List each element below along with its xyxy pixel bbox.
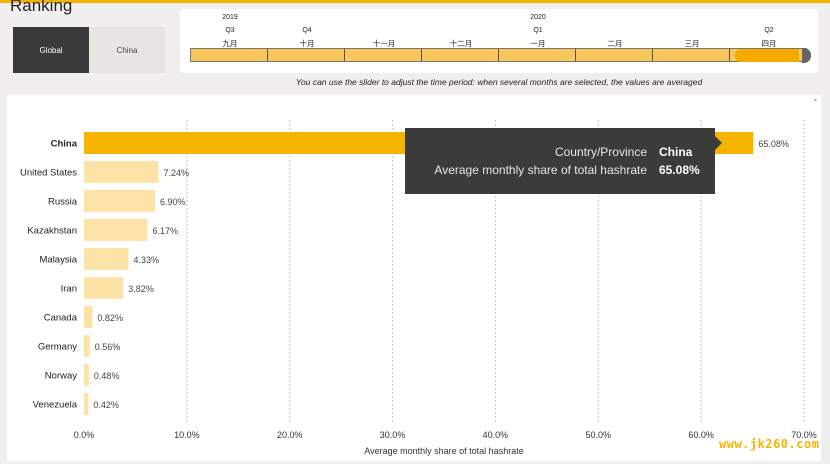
data-label: 0.48%	[94, 371, 120, 381]
tooltip-key: Country/Province	[554, 145, 647, 159]
time-slider-panel: 2019 2020 Q3 Q4 Q1 Q2 九月 十月 十一月 十二月 一月 二…	[180, 9, 818, 73]
data-label: 7.24%	[163, 168, 189, 178]
slider-hint: You can use the slider to adjust the tim…	[295, 77, 703, 87]
x-tick-label: 20.0%	[277, 430, 303, 440]
quarter-label: Q3	[225, 27, 235, 34]
bar	[84, 248, 129, 270]
slider-segment[interactable]	[268, 49, 345, 61]
data-label: 0.56%	[95, 342, 121, 352]
tooltip-value: China	[659, 145, 693, 159]
data-label: 6.90%	[160, 197, 186, 207]
month-label: 一月	[530, 39, 546, 48]
category-label: Malaysia	[40, 255, 78, 266]
category-label: Canada	[44, 313, 78, 324]
month-label: 十月	[299, 39, 315, 48]
category-label: Russia	[48, 197, 78, 208]
bar	[84, 161, 159, 183]
slider-segment[interactable]	[422, 49, 499, 61]
bar	[84, 190, 155, 212]
bar	[84, 306, 93, 328]
month-label: 十一月	[372, 39, 396, 48]
data-label: 6.17%	[152, 226, 178, 236]
x-tick-label: 0.0%	[74, 430, 95, 440]
quarter-label: Q2	[764, 27, 774, 34]
x-tick-label: 70.0%	[791, 430, 817, 440]
x-axis-label: Average monthly share of total hashrate	[364, 446, 523, 456]
quarter-label: Q1	[533, 27, 543, 34]
chart-tooltip: Country/Province China Average monthly s…	[405, 128, 722, 194]
slider-handle[interactable]	[802, 48, 811, 63]
page-title: Ranking	[10, 0, 73, 15]
slider-track[interactable]	[190, 48, 807, 62]
category-label: Kazakhstan	[27, 226, 77, 237]
slider-segment[interactable]	[191, 49, 268, 61]
year-label: 2019	[222, 14, 238, 21]
category-label: China	[51, 139, 78, 150]
more-options-button[interactable]: -	[813, 95, 817, 106]
watermark: www.jk260.com	[719, 437, 820, 451]
month-label: 四月	[761, 39, 777, 48]
month-label: 九月	[222, 39, 238, 48]
month-label: 二月	[607, 39, 623, 48]
slider-segment[interactable]	[576, 49, 653, 61]
x-tick-label: 40.0%	[483, 430, 509, 440]
bar	[84, 219, 148, 241]
month-label: 三月	[684, 39, 700, 48]
data-label: 65.08%	[758, 139, 789, 149]
category-label: Germany	[38, 342, 77, 353]
data-label: 0.82%	[97, 313, 123, 323]
bar	[84, 393, 89, 415]
slider-segment[interactable]	[653, 49, 730, 61]
year-label: 2020	[530, 14, 546, 21]
quarter-label: Q4	[302, 27, 312, 34]
tooltip-key: Average monthly share of total hashrate	[434, 163, 647, 177]
data-label: 3.82%	[128, 284, 154, 294]
category-label: United States	[20, 168, 77, 179]
slider-segment[interactable]	[345, 49, 422, 61]
tooltip-arrow	[715, 136, 722, 150]
x-tick-label: 10.0%	[174, 430, 200, 440]
accent-top-line	[0, 0, 830, 3]
data-label: 0.42%	[93, 400, 119, 410]
slider-segment[interactable]	[499, 49, 576, 61]
tab-china[interactable]: China	[89, 27, 165, 73]
x-tick-label: 50.0%	[586, 430, 612, 440]
bar	[84, 277, 124, 299]
tooltip-value: 65.08%	[659, 163, 700, 177]
category-label: Iran	[61, 284, 77, 295]
bar	[84, 335, 90, 357]
slider-selected-range[interactable]	[735, 49, 799, 62]
bar	[84, 364, 89, 386]
data-label: 4.33%	[134, 255, 160, 265]
tab-global[interactable]: Global	[13, 27, 89, 73]
x-tick-label: 60.0%	[688, 430, 714, 440]
x-tick-label: 30.0%	[380, 430, 406, 440]
category-label: Norway	[45, 371, 77, 382]
month-label: 十二月	[449, 39, 473, 48]
category-label: Venezuela	[33, 400, 78, 411]
